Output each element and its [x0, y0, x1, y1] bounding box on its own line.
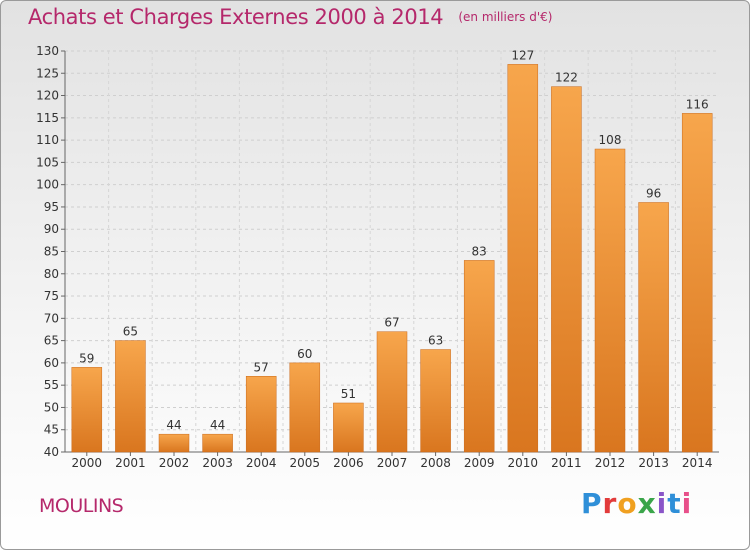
x-tick-label: 2003 [202, 456, 233, 470]
bar-value-label: 59 [79, 351, 94, 365]
y-tick-label: 105 [36, 155, 59, 169]
y-tick-label: 130 [36, 44, 59, 58]
bar-2006 [333, 402, 364, 453]
y-tick-label: 55 [44, 378, 59, 392]
bar-2003 [202, 433, 233, 453]
bar-value-label: 60 [297, 347, 312, 361]
x-tick-label: 2010 [508, 456, 539, 470]
x-tick-label: 2006 [333, 456, 364, 470]
bar-2008 [420, 349, 451, 453]
x-tick-label: 2014 [682, 456, 713, 470]
bar-value-label: 127 [511, 48, 534, 62]
bar-2001 [115, 340, 146, 453]
y-tick-label: 50 [44, 400, 59, 414]
bar-value-label: 63 [428, 334, 443, 348]
bar-value-label: 51 [341, 387, 356, 401]
x-tick-label: 2011 [551, 456, 582, 470]
x-tick-label: 2007 [377, 456, 408, 470]
y-tick-label: 85 [44, 245, 59, 259]
y-tick-label: 70 [44, 311, 59, 325]
logo-letter: o [617, 487, 638, 520]
x-tick-label: 2001 [115, 456, 146, 470]
y-tick-label: 60 [44, 356, 59, 370]
y-tick-label: 40 [44, 445, 59, 459]
bar-2002 [158, 433, 190, 453]
bar-2013 [638, 202, 669, 453]
bar-value-label: 65 [123, 325, 138, 339]
x-tick-label: 2013 [638, 456, 669, 470]
proxiti-logo: Proxiti [581, 487, 692, 520]
y-tick-label: 75 [44, 289, 59, 303]
y-tick-label: 125 [36, 66, 59, 80]
x-tick-label: 2009 [464, 456, 495, 470]
logo-letter: t [667, 487, 682, 520]
bar-2010 [507, 64, 539, 453]
bar-2012 [594, 148, 626, 453]
chart-title: Achats et Charges Externes 2000 à 2014 [28, 5, 444, 29]
x-tick-label: 2005 [290, 456, 321, 470]
logo-letter: r [602, 487, 618, 520]
x-tick-label: 2004 [246, 456, 277, 470]
y-tick-label: 95 [44, 200, 59, 214]
x-tick-label: 2000 [72, 456, 103, 470]
bar-2011 [551, 86, 582, 453]
bar-value-label: 116 [686, 97, 709, 111]
bar-2009 [463, 260, 495, 453]
y-tick-label: 120 [36, 89, 59, 103]
bar-2007 [376, 331, 408, 453]
y-tick-label: 80 [44, 267, 59, 281]
x-tick-label: 2012 [595, 456, 626, 470]
title-block: Achats et Charges Externes 2000 à 2014 (… [28, 5, 552, 29]
y-tick-label: 100 [36, 178, 59, 192]
logo-letter: P [581, 487, 603, 520]
bar-2014 [681, 113, 713, 453]
bar-value-label: 57 [254, 360, 269, 374]
bar-2005 [289, 362, 321, 453]
logo-letter: x [637, 487, 657, 520]
bar-value-label: 96 [646, 186, 661, 200]
y-tick-label: 115 [36, 111, 59, 125]
y-tick-label: 65 [44, 334, 59, 348]
labels: 40 45 50 55 60 65 70 75 80 85 90 95 100 105 110 115 120 1… [36, 44, 712, 470]
bar-value-label: 108 [599, 133, 622, 147]
bar-2004 [245, 376, 277, 453]
bar-value-label: 44 [166, 418, 181, 432]
y-tick-label: 45 [44, 423, 59, 437]
logo-letter: i [656, 487, 668, 520]
y-tick-label: 110 [36, 133, 59, 147]
bar-value-label: 122 [555, 71, 578, 85]
chart-subtitle: (en milliers d'€) [458, 10, 553, 24]
bars [71, 64, 713, 453]
y-tick-label: 90 [44, 222, 59, 236]
bar-value-label: 83 [472, 244, 487, 258]
x-tick-label: 2008 [420, 456, 451, 470]
bar-value-label: 67 [384, 316, 399, 330]
x-tick-label: 2002 [159, 456, 190, 470]
bar-2000 [71, 367, 103, 453]
logo-letter: i [681, 487, 693, 520]
bar-value-label: 44 [210, 418, 225, 432]
town-name: MOULINS [39, 495, 124, 517]
